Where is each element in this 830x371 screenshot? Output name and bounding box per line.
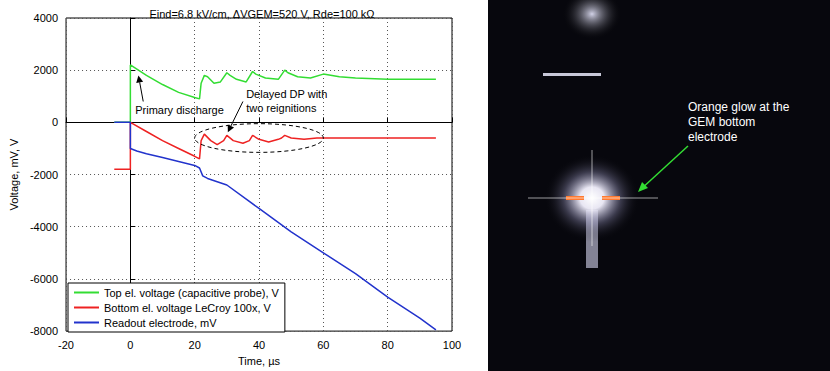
svg-text:Readout electrode, mV: Readout electrode, mV	[104, 317, 217, 329]
svg-text:40: 40	[253, 339, 265, 351]
svg-text:Eind=6.8 kV/cm, ΔVGEM=520 V, R: Eind=6.8 kV/cm, ΔVGEM=520 V, Rde=100 kΩ	[149, 8, 374, 20]
svg-text:60: 60	[317, 339, 329, 351]
svg-text:two reignitions: two reignitions	[246, 102, 317, 114]
svg-text:0: 0	[52, 116, 58, 128]
svg-text:-8000: -8000	[30, 325, 58, 337]
svg-text:Voltage, mV, V: Voltage, mV, V	[8, 138, 20, 210]
svg-text:20: 20	[189, 339, 201, 351]
svg-text:-4000: -4000	[30, 221, 58, 233]
svg-text:Bottom el. voltage LeCroy 100x: Bottom el. voltage LeCroy 100x, V	[104, 302, 272, 314]
svg-text:100: 100	[443, 339, 461, 351]
svg-text:Top el. voltage (capacitive pr: Top el. voltage (capacitive probe), V	[104, 287, 280, 299]
svg-text:-2000: -2000	[30, 169, 58, 181]
svg-text:Primary discharge: Primary discharge	[135, 104, 224, 116]
svg-text:0: 0	[127, 339, 133, 351]
svg-text:-20: -20	[58, 339, 74, 351]
svg-text:2000: 2000	[34, 64, 58, 76]
svg-text:-6000: -6000	[30, 273, 58, 285]
html-text:Orange glow at the GEM bottom: Orange glow at the GEM bottom electrode	[688, 100, 790, 144]
svg-text:Time, µs: Time, µs	[238, 355, 280, 367]
svg-text:Delayed DP with: Delayed DP with	[246, 88, 330, 100]
svg-text:4000: 4000	[34, 12, 58, 24]
svg-text:80: 80	[382, 339, 394, 351]
